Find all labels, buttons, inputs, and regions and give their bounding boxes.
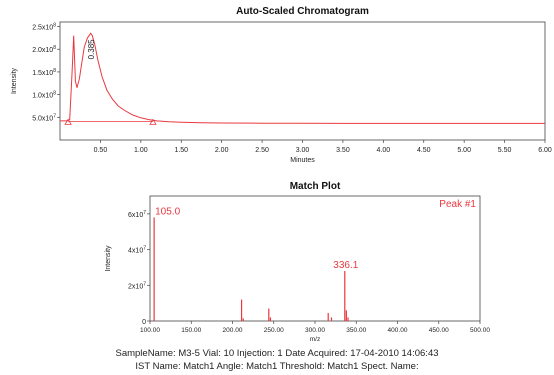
x-tick-label: 4.50: [417, 147, 431, 154]
x-tick-label: 1.00: [134, 147, 148, 154]
x-tick-label: 5.00: [457, 147, 471, 154]
x-axis-label: m/z: [310, 336, 320, 343]
y-tick-label: 5.0x107: [32, 113, 56, 122]
peak-retention-time-label: 0.385: [87, 39, 96, 60]
chromatogram-title: Auto-Scaled Chromatogram: [236, 6, 369, 17]
baseline-marker: [64, 118, 72, 125]
x-tick-label: 450.00: [429, 327, 449, 334]
match-plot-frame: [149, 195, 481, 322]
x-tick-label: 500.00: [470, 327, 490, 334]
y-tick-label: 6x107: [128, 210, 146, 219]
x-tick-label: 200.00: [223, 327, 243, 334]
x-tick-label: 300.00: [305, 327, 325, 334]
peak-mz-label: 336.1: [333, 260, 358, 271]
match-plot-title: Match Plot: [289, 181, 341, 192]
sample-info-line: SampleName: M3-5 Vial: 10 Injection: 1 D…: [115, 348, 439, 359]
x-tick-label: 0.50: [94, 147, 108, 154]
x-tick-label: 3.50: [336, 147, 350, 154]
peak-legend: Peak #1: [439, 199, 476, 210]
x-tick-label: 150.00: [181, 327, 201, 334]
peak-mz-label: 105.0: [155, 206, 180, 217]
y-tick-label: 4x107: [128, 246, 146, 255]
y-tick-label: 2.0x108: [32, 45, 56, 54]
x-tick-label: 2.00: [215, 147, 229, 154]
y-tick-label: 1.5x108: [32, 68, 56, 77]
y-axis-label: Intensity: [11, 67, 18, 94]
y-tick-label: 0: [142, 319, 146, 326]
match-plot-chart: 100.00 150.00 200.00 250.00 300.00 350.00 400.…: [105, 195, 490, 343]
y-axis-label: Intensity: [105, 245, 112, 272]
x-tick-label: 5.50: [498, 147, 512, 154]
y-tick-label: 1.0x108: [32, 91, 56, 100]
chromatogram-trace: [60, 32, 545, 124]
y-tick-label: 2.5x108: [32, 23, 56, 32]
x-tick-label: 6.00: [538, 147, 552, 154]
x-tick-label: 350.00: [346, 327, 366, 334]
spectrum-match-info-line: IST Name: Match1 Angle: Match1 Threshold…: [135, 361, 419, 372]
x-tick-label: 4.00: [377, 147, 391, 154]
x-tick-label: 1.50: [174, 147, 188, 154]
x-axis-label: Minutes: [290, 157, 315, 164]
x-tick-label: 250.00: [264, 327, 284, 334]
y-tick-label: 2x107: [128, 281, 146, 290]
x-tick-label: 400.00: [388, 327, 408, 334]
baseline-marker: [149, 118, 157, 125]
x-tick-label: 3.00: [296, 147, 310, 154]
x-tick-label: 2.50: [255, 147, 269, 154]
x-tick-label: 100.00: [140, 327, 160, 334]
chromatogram-chart: 0.50 1.00 1.50 2.00 2.50 3.00 3.50 4.00 4.50 5.00…: [11, 21, 552, 164]
